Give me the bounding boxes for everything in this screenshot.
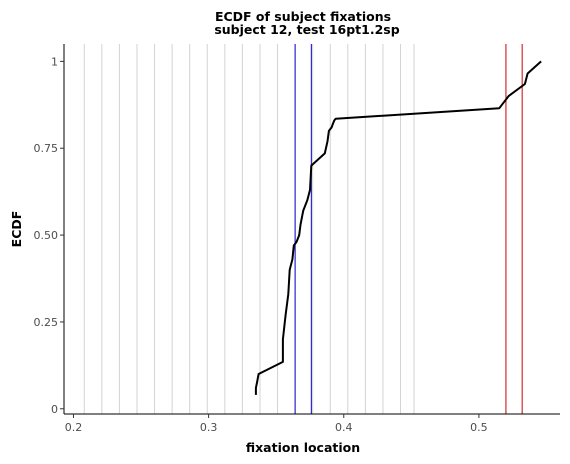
y-tick-label-4: 1: [51, 55, 58, 68]
y-ticks: 0 0.25 0.50 0.75 1: [34, 55, 65, 415]
x-tick-label-2: 0.4: [335, 421, 353, 434]
chart-subtitle: subject 12, test 16pt1.2sp: [214, 22, 399, 37]
x-axis-label: fixation location: [246, 440, 360, 455]
red-lines: [506, 44, 522, 414]
y-tick-label-0: 0: [51, 403, 58, 416]
y-axis-label: ECDF: [9, 211, 24, 248]
grid-lines: [84, 44, 414, 414]
x-ticks: 0.2 0.3 0.4 0.5: [65, 414, 488, 434]
x-tick-label-0: 0.2: [65, 421, 83, 434]
blue-lines: [295, 44, 311, 414]
ecdf-series-line-0: [256, 61, 541, 395]
series-layer: [256, 61, 541, 395]
x-tick-label-1: 0.3: [200, 421, 218, 434]
x-tick-label-3: 0.5: [470, 421, 488, 434]
y-tick-label-3: 0.75: [34, 142, 59, 155]
y-tick-label-2: 0.50: [34, 229, 59, 242]
y-tick-label-1: 0.25: [34, 316, 59, 329]
